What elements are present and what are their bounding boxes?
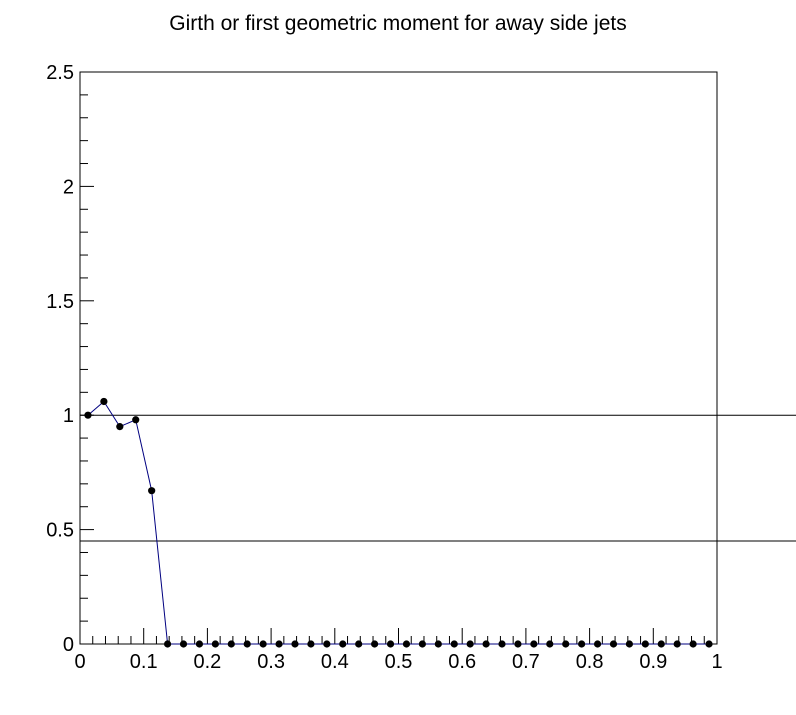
data-series [84,397,713,648]
y-axis: 0 0.5 1 1.5 2 2.5 [46,62,94,656]
plot-frame [79,71,718,645]
x-tick-label: 0 [74,651,85,673]
data-point [84,411,92,419]
data-point [339,640,347,648]
data-point [227,640,235,648]
x-tick-label: 0.8 [576,651,604,673]
data-point [482,640,490,648]
data-point [705,640,713,648]
data-point [323,640,331,648]
reference-lines [80,414,796,542]
data-point [593,640,602,648]
x-tick-label: 0.7 [512,651,540,673]
x-tick-label: 0.9 [639,651,667,673]
data-point [450,640,458,648]
data-point [418,640,426,648]
y-tick-label: 1 [63,405,74,427]
y-tick-label: 0 [63,634,74,656]
data-point [689,640,697,648]
data-point [673,640,681,648]
x-axis: 0 0.1 0.2 0.3 0.4 0.5 0.6 0.7 0.8 0.9 1 [74,628,723,673]
data-point [243,640,251,648]
data-point [148,487,156,495]
data-point [434,640,442,648]
y-tick-label: 2 [63,176,74,198]
x-tick-label: 0.4 [321,651,349,673]
data-point [211,640,219,648]
data-point [116,423,124,431]
data-point [530,640,538,648]
x-tick-label: 0.6 [448,651,476,673]
x-tick-label: 0.5 [385,651,413,673]
data-point [466,640,474,648]
y-tick-label: 1.5 [46,291,74,313]
data-point [291,640,299,648]
data-point [657,640,665,648]
series-line-0 [87,400,710,645]
x-tick-label: 0.1 [130,651,158,673]
x-tick-label: 0.3 [257,651,285,673]
data-point [132,416,140,424]
data-point [562,640,570,648]
data-point [402,640,411,648]
data-point [371,640,379,648]
data-point [386,640,395,648]
y-tick-label: 0.5 [46,520,74,542]
data-point [498,640,506,648]
chart-title: Girth or first geometric moment for away… [169,12,627,35]
data-point [259,640,267,648]
data-point [275,640,283,648]
y-tick-label: 2.5 [46,62,74,84]
data-point [179,640,188,648]
data-point [100,397,108,406]
data-point [609,640,618,648]
data-point [355,640,363,648]
data-point [307,640,315,648]
x-tick-label: 0.2 [193,651,221,673]
data-point [578,640,586,648]
data-point [546,640,554,648]
data-point [641,640,649,648]
data-point [625,640,634,648]
data-point [163,640,172,648]
data-point [514,640,522,648]
x-tick-label: 1 [711,651,722,673]
data-point [195,640,204,648]
